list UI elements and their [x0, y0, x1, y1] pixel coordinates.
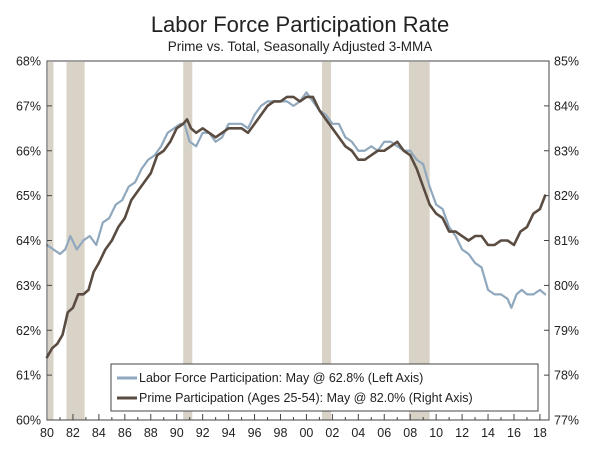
chart-subtitle: Prime vs. Total, Seasonally Adjusted 3-M…	[168, 39, 433, 54]
right-tick-label: 81%	[554, 234, 579, 248]
x-tick-label: 84	[92, 426, 106, 440]
x-tick-label: 16	[507, 426, 521, 440]
x-tick-label: 02	[325, 426, 339, 440]
recession-band-4	[408, 62, 430, 420]
x-tick-label: 80	[40, 426, 54, 440]
left-tick-label: 67%	[16, 99, 41, 113]
right-tick-label: 85%	[554, 55, 579, 69]
legend-label-total: Labor Force Participation: May @ 62.8% (…	[139, 371, 423, 385]
right-tick-label: 79%	[554, 324, 579, 338]
series-line-total-participation	[45, 91, 547, 309]
legend: Labor Force Participation: May @ 62.8% (…	[110, 363, 539, 412]
right-tick-label: 83%	[554, 144, 579, 158]
x-tick-label: 82	[66, 426, 80, 440]
left-tick-label: 63%	[16, 279, 41, 293]
left-tick-label: 60%	[16, 414, 41, 428]
x-tick-label: 18	[533, 426, 547, 440]
x-tick-label: 96	[248, 426, 262, 440]
x-tick-label: 04	[351, 426, 365, 440]
series-line-prime-participation	[45, 95, 547, 359]
right-tick-label: 78%	[554, 369, 579, 383]
left-tick-label: 65%	[16, 189, 41, 203]
left-tick-label: 66%	[16, 144, 41, 158]
legend-box	[110, 363, 539, 412]
left-tick-label: 61%	[16, 369, 41, 383]
right-tick-label: 77%	[554, 414, 579, 428]
legend-label-prime: Prime Participation (Ages 25-54): May @ …	[139, 391, 473, 405]
right-tick-label: 84%	[554, 99, 579, 113]
chart-title: Labor Force Participation Rate	[151, 12, 449, 37]
x-tick-label: 08	[403, 426, 417, 440]
recession-band-3	[321, 62, 332, 420]
x-tick-label: 12	[455, 426, 469, 440]
left-tick-label: 64%	[16, 234, 41, 248]
right-tick-label: 82%	[554, 189, 579, 203]
recession-band-2	[183, 62, 193, 420]
x-tick-label: 94	[222, 426, 236, 440]
x-tick-label: 86	[118, 426, 132, 440]
left-y-axis: 60% 61% 62% 63% 64% 65% 66% 67% 68%	[16, 55, 52, 428]
x-tick-label: 06	[377, 426, 391, 440]
x-tick-label: 90	[170, 426, 184, 440]
x-axis: 80 82 84 86 88 90 92 94 96 98 00 02 04 06 08 10 12 14 16 18	[40, 414, 547, 440]
left-tick-label: 62%	[16, 324, 41, 338]
left-tick-label: 68%	[16, 55, 41, 69]
x-tick-label: 10	[429, 426, 443, 440]
series-lines	[45, 91, 547, 359]
x-tick-label: 92	[196, 426, 210, 440]
right-tick-label: 80%	[554, 279, 579, 293]
x-tick-label: 14	[481, 426, 495, 440]
x-tick-label: 98	[274, 426, 288, 440]
x-tick-label: 00	[299, 426, 313, 440]
recession-band-1	[66, 62, 85, 420]
x-tick-label: 88	[144, 426, 158, 440]
right-y-axis: 77% 78% 79% 80% 81% 82% 83% 84% 85%	[544, 55, 579, 428]
